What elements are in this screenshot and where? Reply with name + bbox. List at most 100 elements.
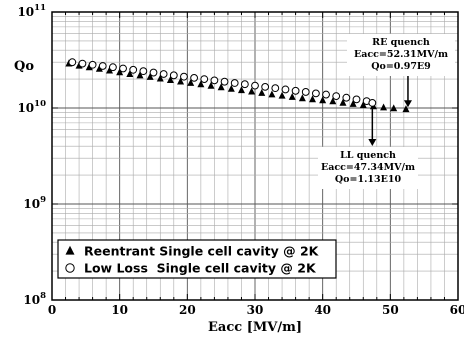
triangle-marker: [380, 103, 388, 111]
circle-marker: [301, 88, 310, 96]
triangle-marker: [339, 98, 347, 106]
circle-marker: [210, 76, 219, 85]
circle-marker: [200, 75, 209, 84]
triangle-marker: [207, 81, 215, 89]
circle-marker: [129, 65, 138, 74]
legend-box: [57, 239, 337, 279]
y-tick-base: 10: [23, 293, 40, 307]
triangle-marker: [166, 76, 174, 83]
x-tick-label: 20: [179, 303, 196, 317]
triangle-marker: [126, 70, 134, 78]
circle-marker: [88, 60, 97, 69]
triangle-marker: [227, 84, 235, 92]
data-series: [65, 58, 410, 113]
circle-marker: [220, 77, 229, 86]
circle-marker: [352, 95, 361, 104]
circle-marker: [342, 93, 351, 102]
circle-marker: [78, 59, 87, 68]
ll-quench-text: Qo=1.13E10: [335, 174, 402, 185]
ll-quench-arrowhead: [368, 139, 377, 146]
legend-label: Low Loss Single cell cavity @ 2K: [84, 261, 317, 276]
x-tick-label: 10: [111, 303, 128, 317]
axis-ticks: [51, 11, 459, 301]
triangle-marker: [359, 101, 367, 109]
re-quench-text: RE quench: [372, 37, 430, 48]
x-tick-label: 40: [314, 303, 331, 317]
triangle-marker: [237, 86, 245, 94]
triangle-marker: [390, 104, 398, 112]
triangle-marker: [349, 99, 357, 107]
triangle-marker: [106, 66, 114, 74]
circle-marker: [271, 84, 280, 93]
circle-marker: [332, 92, 341, 101]
triangle-marker: [298, 94, 306, 102]
x-tick-label: 50: [382, 303, 399, 317]
triangle-marker: [116, 68, 124, 76]
x-tick-label: 60: [450, 303, 464, 317]
circle-marker: [159, 70, 168, 78]
triangle-marker: [329, 97, 337, 105]
re-quench-box: [347, 34, 455, 76]
triangle-marker: [197, 80, 205, 88]
circle-marker: [149, 68, 158, 77]
re-quench-arrowhead: [403, 100, 412, 108]
triangle-marker: [288, 92, 296, 100]
y-tick-label: 108: [23, 291, 46, 307]
circle-marker: [312, 89, 320, 98]
circle-marker: [291, 86, 300, 95]
triangle-marker: [85, 63, 93, 71]
series-1: [68, 58, 377, 107]
circle-marker: [98, 62, 107, 70]
y-tick-exponent: 10: [34, 99, 46, 109]
circle-marker: [65, 263, 75, 273]
triangle-marker: [402, 105, 410, 113]
y-tick-label: 1010: [17, 99, 46, 115]
triangle-marker: [146, 72, 154, 80]
y-tick-label: 109: [23, 195, 46, 211]
circle-marker: [322, 90, 330, 99]
x-tick-label: 0: [48, 303, 56, 317]
triangle-marker: [65, 245, 75, 255]
circle-marker: [251, 81, 259, 90]
triangle-marker: [156, 74, 164, 82]
triangle-marker: [309, 95, 317, 103]
circle-marker: [139, 67, 148, 76]
x-tick-label: 30: [247, 303, 264, 317]
re-quench-text: Qo=0.97E9: [371, 61, 431, 72]
triangle-marker: [136, 71, 144, 79]
circle-marker: [68, 58, 77, 67]
y-tick-base: 10: [17, 101, 34, 115]
y-tick-base: 10: [17, 5, 34, 19]
circle-marker: [261, 82, 270, 91]
triangle-marker: [248, 87, 256, 95]
y-tick-base: 10: [23, 197, 40, 211]
circle-marker: [281, 85, 290, 94]
triangle-marker: [278, 91, 286, 99]
circle-marker: [240, 80, 249, 89]
circle-marker: [190, 73, 199, 82]
ll-quench-text: Eacc=47.34MV/m: [321, 162, 415, 173]
circle-marker: [230, 79, 239, 87]
y-tick-exponent: 9: [40, 195, 46, 205]
circle-marker: [119, 64, 127, 73]
re-quench-text: Eacc=52.31MV/m: [354, 49, 448, 60]
y-tick-exponent: 11: [34, 3, 46, 13]
triangle-marker: [258, 88, 266, 96]
triangle-marker: [177, 77, 185, 85]
legend-label: Reentrant Single cell cavity @ 2K: [84, 244, 320, 259]
triangle-marker: [319, 96, 327, 104]
y-tick-exponent: 8: [40, 291, 46, 301]
y-axis-title: Qo: [14, 59, 34, 74]
x-axis-title: Eacc [MV/m]: [208, 320, 302, 335]
triangle-marker: [187, 78, 195, 86]
circle-marker: [169, 71, 178, 80]
ll-quench-text: LL quench: [340, 150, 396, 161]
triangle-marker: [268, 90, 276, 98]
circle-marker: [180, 72, 188, 81]
legend: Reentrant Single cell cavity @ 2K Low Los…: [57, 239, 337, 279]
y-tick-label: 1011: [17, 3, 46, 19]
circle-marker: [368, 99, 377, 107]
